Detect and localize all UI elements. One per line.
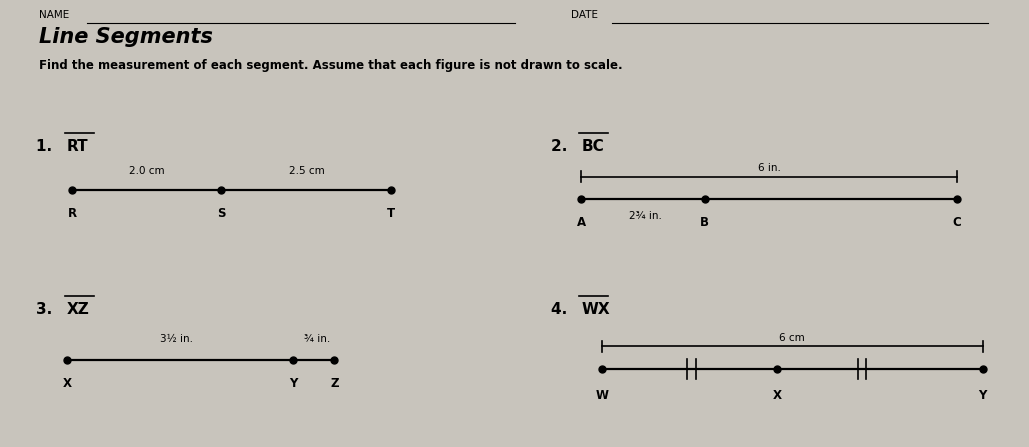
Text: WX: WX bbox=[581, 302, 610, 317]
Text: 2.: 2. bbox=[551, 139, 572, 154]
Text: Find the measurement of each segment. Assume that each figure is not drawn to sc: Find the measurement of each segment. As… bbox=[39, 59, 623, 72]
Text: 2.0 cm: 2.0 cm bbox=[130, 166, 165, 176]
Text: W: W bbox=[596, 389, 608, 402]
Text: Z: Z bbox=[330, 377, 339, 390]
Text: R: R bbox=[68, 207, 76, 220]
Text: Y: Y bbox=[979, 389, 987, 402]
Text: BC: BC bbox=[581, 139, 604, 154]
Text: NAME: NAME bbox=[39, 10, 69, 20]
Text: X: X bbox=[773, 389, 781, 402]
Text: A: A bbox=[577, 216, 586, 229]
Text: 6 cm: 6 cm bbox=[779, 333, 806, 342]
Text: Y: Y bbox=[289, 377, 297, 390]
Text: ¾ in.: ¾ in. bbox=[304, 334, 330, 344]
Text: 3.: 3. bbox=[36, 302, 58, 317]
Text: 3½ in.: 3½ in. bbox=[161, 334, 193, 344]
Text: Line Segments: Line Segments bbox=[39, 27, 213, 47]
Text: C: C bbox=[953, 216, 961, 229]
Text: 2¾ in.: 2¾ in. bbox=[629, 211, 662, 221]
Text: B: B bbox=[701, 216, 709, 229]
Text: XZ: XZ bbox=[67, 302, 90, 317]
Text: DATE: DATE bbox=[571, 10, 598, 20]
Text: 2.5 cm: 2.5 cm bbox=[289, 166, 324, 176]
Text: 6 in.: 6 in. bbox=[758, 163, 781, 173]
Text: RT: RT bbox=[67, 139, 88, 154]
Text: X: X bbox=[63, 377, 71, 390]
Text: S: S bbox=[217, 207, 225, 220]
Text: 4.: 4. bbox=[551, 302, 572, 317]
Text: T: T bbox=[387, 207, 395, 220]
Text: 1.: 1. bbox=[36, 139, 58, 154]
